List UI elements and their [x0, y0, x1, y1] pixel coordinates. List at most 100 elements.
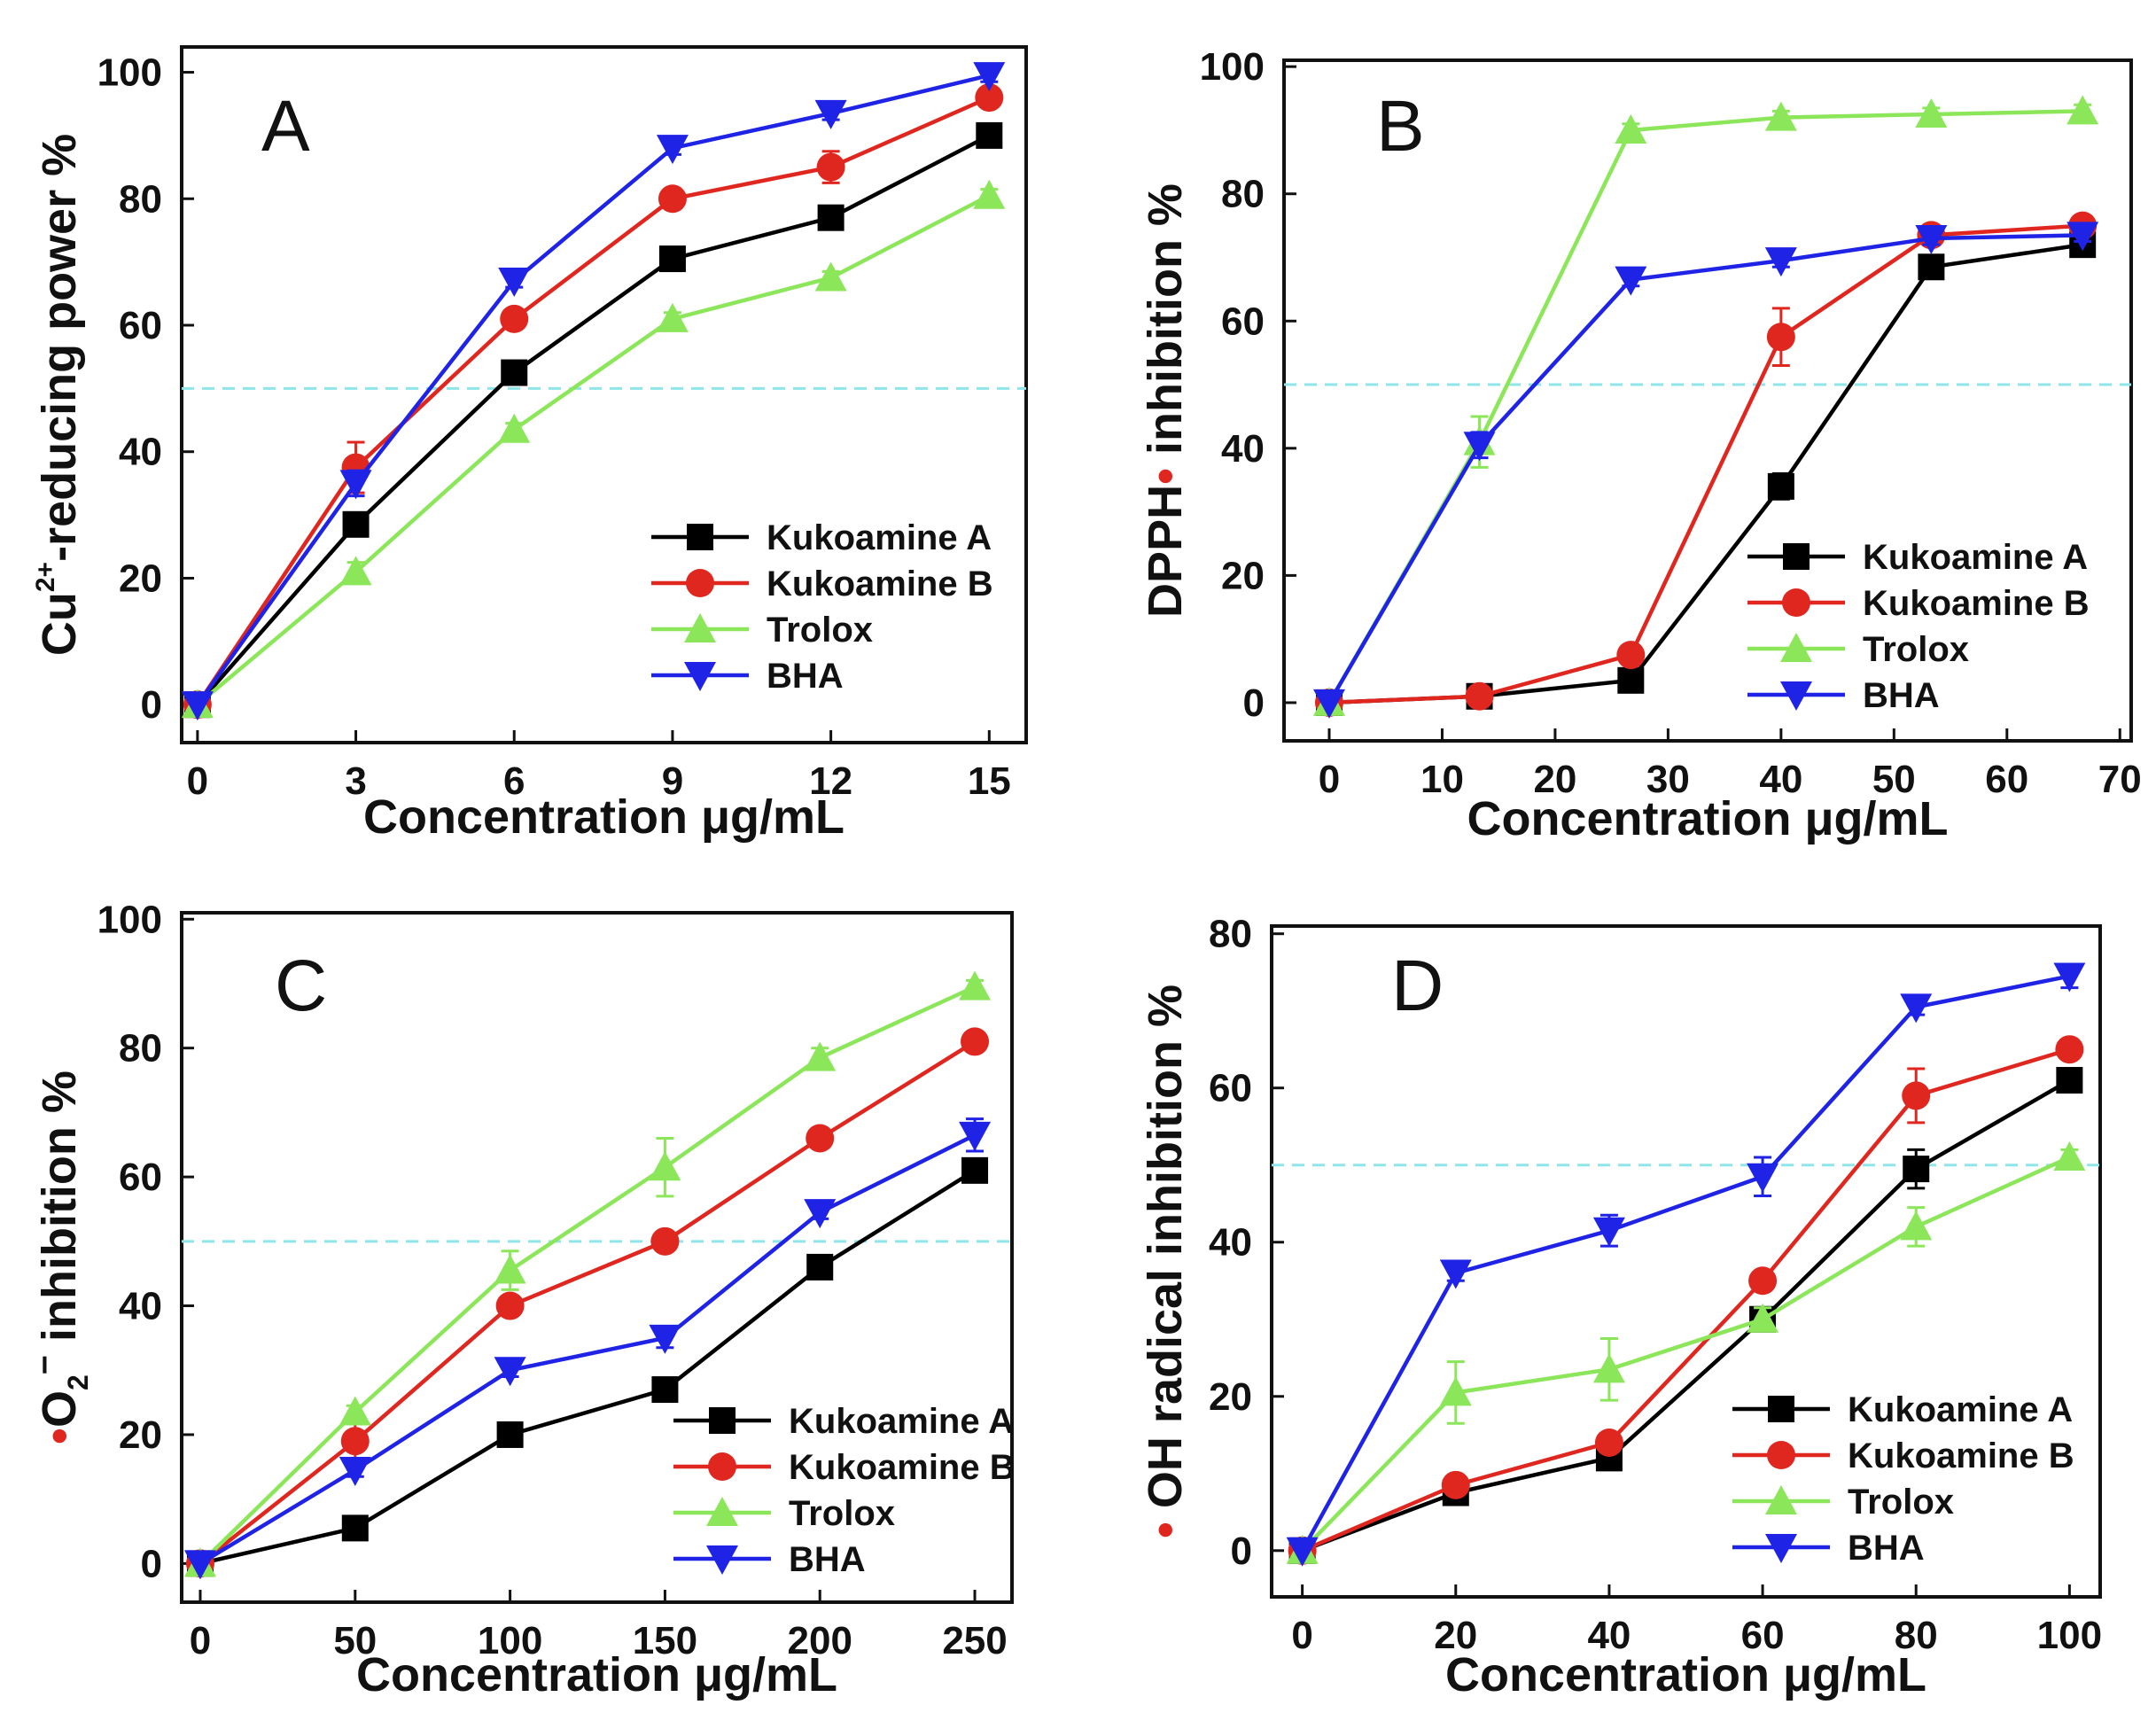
legend-marker — [1780, 633, 1812, 662]
data-point — [804, 1041, 837, 1071]
data-point — [649, 1324, 681, 1354]
y-label-text: Cu — [33, 592, 86, 656]
data-point — [1747, 1303, 1779, 1333]
data-point — [1441, 1470, 1470, 1499]
y-label-text: -reducing power % — [33, 134, 86, 562]
y-tick-label: 40 — [119, 431, 162, 474]
plot-frame — [180, 911, 1014, 1604]
y-tick-label: 60 — [1221, 300, 1265, 343]
x-axis-label: Concentration μg/mL — [363, 790, 844, 844]
x-tick-label: 100 — [478, 1619, 542, 1662]
legend-label: Kukoamine A — [789, 1402, 1014, 1441]
radical-dot: • — [1139, 468, 1192, 485]
series-line-kukoamine-a — [196, 133, 991, 706]
x-tick-label: 3 — [345, 759, 366, 803]
legend-label: Kukoamine A — [1848, 1390, 2073, 1429]
data-point — [650, 1226, 680, 1256]
series-kukoamine-a — [1288, 1067, 2083, 1564]
legend: Kukoamine A Kukoamine B Trolox BHA — [673, 1402, 1016, 1579]
data-point — [339, 556, 372, 586]
x-tick-label: 15 — [968, 759, 1011, 803]
legend-label: BHA — [1863, 676, 1940, 715]
x-tick-label: 0 — [187, 759, 208, 803]
series-line-trolox — [198, 985, 976, 1565]
series-line-kukoamine-b — [198, 1039, 977, 1566]
series-kukoamine-a — [1315, 231, 2097, 716]
series-line-trolox — [1301, 1155, 2071, 1553]
x-tick-label: 70 — [2098, 758, 2142, 801]
legend-marker — [706, 1497, 738, 1526]
legend-marker — [1783, 543, 1810, 570]
legend-label: BHA — [1848, 1529, 1925, 1568]
series-line-kukoamine-b — [1328, 223, 2083, 705]
legend-marker — [1780, 681, 1812, 711]
data-point — [1615, 113, 1647, 144]
data-point — [1903, 1156, 1930, 1183]
data-point — [183, 1550, 216, 1580]
data-point — [1439, 1259, 1472, 1289]
x-tick-label: 50 — [333, 1619, 377, 1662]
series-line-kukoamine-a — [199, 1168, 977, 1566]
data-point — [1915, 224, 1948, 254]
data-point — [342, 510, 370, 538]
panel-letter: C — [275, 946, 327, 1026]
data-point — [656, 135, 689, 165]
series-bha — [1286, 962, 2086, 1567]
data-point — [2066, 222, 2099, 252]
legend-label: Kukoamine B — [789, 1448, 1016, 1487]
data-point — [1915, 98, 1948, 128]
data-point — [1918, 253, 1945, 281]
data-point — [959, 970, 992, 1000]
data-point — [806, 1124, 835, 1153]
x-tick-label: 250 — [942, 1619, 1007, 1662]
legend-marker — [684, 613, 716, 642]
series-line-kukoamine-b — [195, 96, 991, 706]
series-kukoamine-b — [1314, 211, 2098, 717]
data-point — [1764, 247, 1797, 277]
y-tick-label: 80 — [119, 1027, 162, 1070]
panel-a: 0 3 6 9 12 15 0 20 40 60 80 100 Concentration μg/mL C… — [31, 45, 1028, 844]
data-point — [501, 359, 528, 386]
series-line-bha — [196, 73, 990, 706]
legend-marker — [708, 1452, 736, 1481]
data-point — [651, 1376, 679, 1404]
legend-label: Kukoamine B — [1863, 584, 2090, 623]
legend-marker — [1765, 1485, 1797, 1514]
data-point — [496, 1421, 524, 1448]
x-tick-label: 100 — [2037, 1614, 2102, 1657]
legend-marker — [687, 524, 713, 550]
x-axis-label: Concentration μg/mL — [1467, 792, 1948, 845]
plot-frame — [1282, 58, 2133, 743]
legend-label: Trolox — [789, 1494, 895, 1533]
data-point — [1900, 1211, 1933, 1241]
y-tick-label: 100 — [1200, 45, 1265, 89]
y-tick-label: 100 — [97, 51, 162, 95]
y-tick-label: 20 — [119, 1413, 162, 1457]
data-point — [1312, 689, 1345, 719]
y-tick-label: 0 — [141, 1542, 162, 1585]
data-point — [973, 62, 1006, 92]
y-axis-label: • OH radical inhibition % — [1139, 985, 1192, 1538]
y-label-superscript: − — [27, 1355, 64, 1374]
data-point — [816, 152, 845, 182]
data-point — [2055, 1035, 2084, 1064]
data-point — [814, 99, 847, 129]
y-label-text: O — [33, 1390, 86, 1428]
data-point — [498, 268, 531, 298]
data-point — [1465, 681, 1494, 711]
y-label-text: DPPH — [1139, 485, 1192, 618]
y-tick-label: 0 — [1243, 681, 1265, 725]
y-tick-label: 80 — [1209, 913, 1252, 956]
data-point — [806, 1253, 834, 1281]
series-kukoamine-b — [1288, 1035, 2084, 1565]
data-point — [498, 413, 531, 443]
data-point — [495, 1291, 525, 1320]
data-point — [2053, 962, 2086, 993]
y-tick-label: 20 — [1221, 554, 1265, 597]
x-tick-label: 50 — [1872, 758, 1916, 801]
data-point — [2056, 1067, 2083, 1094]
y-label-subscript: 2 — [62, 1374, 94, 1390]
data-point — [494, 1357, 526, 1387]
data-point — [658, 245, 686, 273]
data-point — [341, 1514, 369, 1542]
